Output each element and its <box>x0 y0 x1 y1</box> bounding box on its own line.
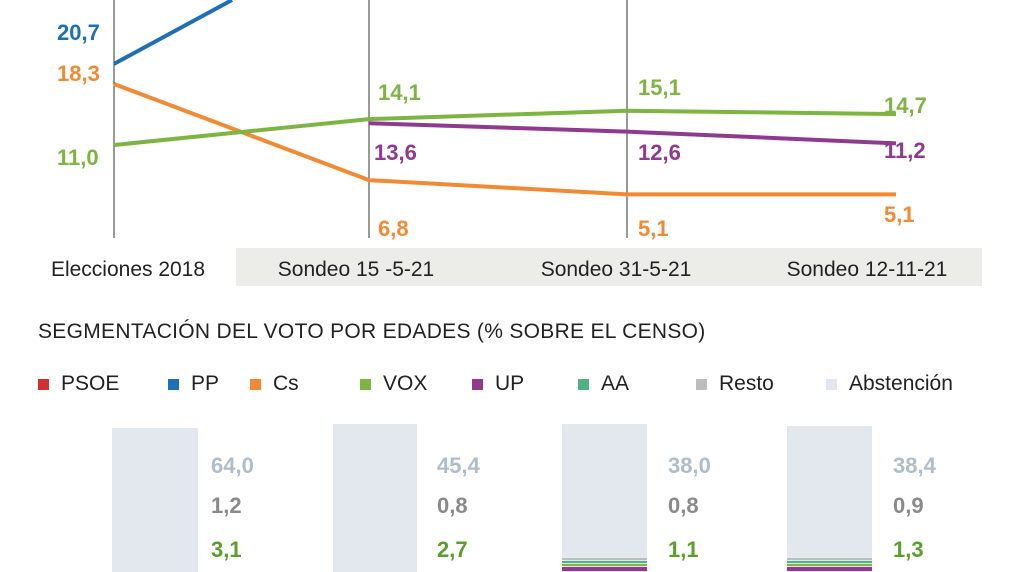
data-label-vox-1: 14,1 <box>378 80 421 105</box>
bar-segment-3-3 <box>787 567 872 571</box>
bar-label-abstención-3: 38,4 <box>893 453 937 478</box>
series-line-up <box>368 121 897 146</box>
series-line-pp <box>113 0 233 66</box>
legend-swatch <box>360 378 371 390</box>
bar-segment-2-2 <box>562 564 647 566</box>
legend-label: Abstención <box>849 372 953 395</box>
bar-abstencion-1 <box>333 424 417 572</box>
legend-label: PSOE <box>61 372 120 395</box>
data-label-up-3: 11,2 <box>884 138 926 163</box>
bar-label-resto-0: 1,2 <box>211 493 242 518</box>
legend-label: Cs <box>273 372 299 395</box>
legend-item-cs: Cs <box>250 372 299 396</box>
bar-label-abstención-1: 45,4 <box>437 453 481 478</box>
legend-label: PP <box>191 372 220 395</box>
x-tick-label-3: Sondeo 12-11-21 <box>787 258 948 281</box>
legend-item-aa: AA <box>578 372 629 396</box>
data-label-up-1: 13,6 <box>374 140 417 165</box>
legend-swatch <box>826 378 837 390</box>
legend-label: UP <box>495 372 525 395</box>
legend-item-pp: PP <box>168 372 219 396</box>
legend-item-vox: VOX <box>360 372 427 396</box>
data-label-cs-1: 6,8 <box>378 216 409 241</box>
legend-label: Resto <box>719 372 774 395</box>
legend-swatch <box>168 378 179 390</box>
data-label-up-2: 12,6 <box>638 140 681 165</box>
data-label-cs-0: 18,3 <box>57 61 100 86</box>
legend-item-abstención: Abstención <box>826 372 953 396</box>
bar-segment-3-1 <box>787 561 872 563</box>
x-tick-label-1: Sondeo 15 -5-21 <box>278 258 434 281</box>
legend-swatch <box>696 378 707 390</box>
bar-segment-3-0 <box>787 558 872 560</box>
bar-label-vox-1: 2,7 <box>437 537 468 562</box>
bar-label-vox-2: 1,1 <box>668 537 699 562</box>
data-label-cs-3: 5,1 <box>884 202 915 227</box>
bar-label-resto-3: 0,9 <box>893 493 924 518</box>
bar-label-resto-2: 0,8 <box>668 493 699 518</box>
bar-abstencion-2 <box>562 424 647 572</box>
bar-label-resto-1: 0,8 <box>437 493 468 518</box>
bar-label-vox-3: 1,3 <box>893 537 924 562</box>
data-label-vox-3: 14,7 <box>884 93 927 118</box>
data-label-pp-0: 20,7 <box>57 20 100 45</box>
legend-item-up: UP <box>472 372 524 396</box>
legend-swatch <box>578 378 589 390</box>
legend-swatch <box>38 378 49 390</box>
bar-label-abstención-2: 38,0 <box>668 453 711 478</box>
bar-abstencion-3 <box>787 426 872 572</box>
legend-label: AA <box>601 372 630 395</box>
legend-swatch <box>250 378 261 390</box>
bar-segment-3-2 <box>787 564 872 566</box>
bar-segment-2-0 <box>562 558 647 560</box>
data-label-vox-2: 15,1 <box>638 75 681 100</box>
legend-item-resto: Resto <box>696 372 774 396</box>
bar-label-vox-0: 3,1 <box>211 537 242 562</box>
bar-label-abstención-0: 64,0 <box>211 453 254 478</box>
bar-segment-2-1 <box>562 561 647 563</box>
series-line-vox <box>113 108 897 147</box>
legend-swatch <box>472 378 483 390</box>
data-label-cs-2: 5,1 <box>638 216 669 241</box>
x-tick-label-2: Sondeo 31-5-21 <box>541 258 692 281</box>
bar-abstencion-0 <box>112 428 198 572</box>
segmentation-title: SEGMENTACIÓN DEL VOTO POR EDADES (% SOBR… <box>38 320 706 343</box>
line-chart: 20,7 18,3 6,8 5,1 5,1 11,0 14,1 15,1 14,7 13,6 12,… <box>51 0 982 286</box>
bar-segment-2-3 <box>562 567 647 571</box>
x-axis-band <box>236 248 982 286</box>
legend: PSOE PP Cs VOX UP AA Resto Abstención <box>38 372 998 398</box>
legend-item-psoe: PSOE <box>38 372 119 396</box>
data-label-vox-0: 11,0 <box>57 145 99 170</box>
legend-label: VOX <box>383 372 428 395</box>
x-tick-label-0: Elecciones 2018 <box>51 258 205 281</box>
